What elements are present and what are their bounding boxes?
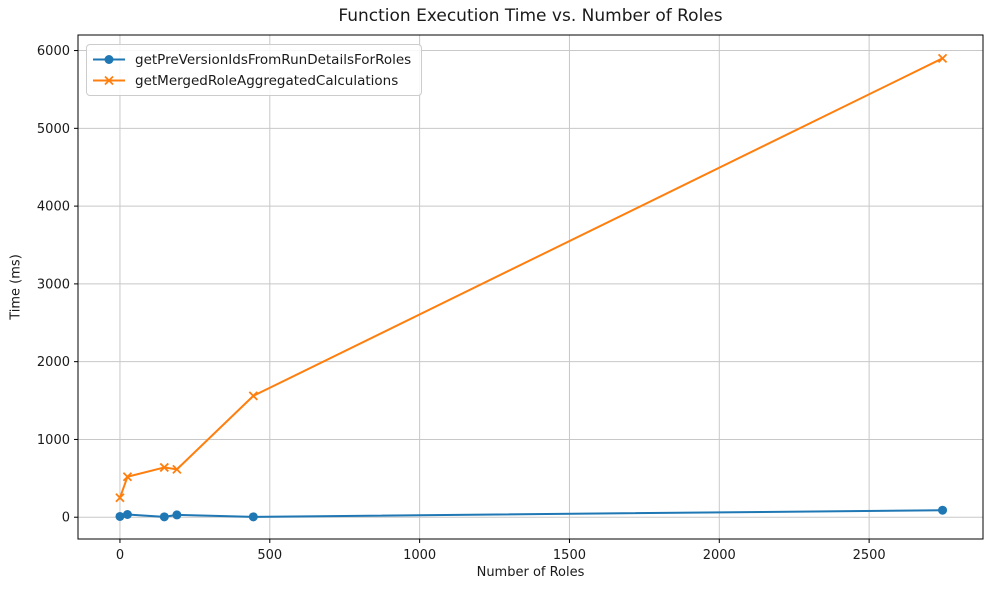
legend-label: getPreVersionIdsFromRunDetailsForRoles <box>135 51 412 68</box>
x-tick-label: 0 <box>116 548 124 563</box>
series-line-0 <box>119 509 943 518</box>
data-point-marker <box>248 512 258 522</box>
series-line-1 <box>119 57 943 499</box>
data-point-marker <box>159 512 169 522</box>
data-point-marker <box>115 511 125 521</box>
data-point-marker <box>122 472 133 482</box>
data-point-marker <box>115 493 125 503</box>
line-circle-marker-icon <box>93 55 125 64</box>
x-tick-label: 500 <box>257 548 282 563</box>
legend: getPreVersionIdsFromRunDetailsForRoles g… <box>86 44 423 96</box>
data-point-marker <box>172 464 182 475</box>
x-tick-label: 1500 <box>553 548 586 563</box>
x-tick-label: 2000 <box>703 548 736 563</box>
legend-label: getMergedRoleAggregatedCalculations <box>135 72 399 89</box>
data-point-marker <box>248 391 258 401</box>
y-tick-label: 0 <box>62 511 70 526</box>
data-point-marker <box>122 510 132 519</box>
y-axis-label: Time (ms) <box>8 254 24 320</box>
chart-title: Function Execution Time vs. Number of Ro… <box>338 6 723 26</box>
y-tick-label: 1000 <box>37 433 70 448</box>
y-tick-label: 4000 <box>37 200 70 215</box>
x-axis-label: Number of Roles <box>476 565 585 580</box>
x-tick-label: 1000 <box>403 548 436 563</box>
data-point-marker <box>938 505 948 515</box>
x-tick-label: 2500 <box>853 548 886 563</box>
y-tick-label: 5000 <box>37 122 70 137</box>
data-point-marker <box>172 510 182 520</box>
y-tick-label: 2000 <box>37 355 70 370</box>
legend-item: getPreVersionIdsFromRunDetailsForRoles <box>92 49 411 70</box>
y-tick-label: 6000 <box>37 44 70 59</box>
data-point-marker <box>937 53 948 63</box>
data-point-marker <box>159 462 169 473</box>
y-tick-label: 3000 <box>37 277 70 292</box>
line-x-marker-icon <box>93 75 125 86</box>
axes-frame <box>77 34 984 540</box>
legend-item: getMergedRoleAggregatedCalculations <box>92 70 411 91</box>
